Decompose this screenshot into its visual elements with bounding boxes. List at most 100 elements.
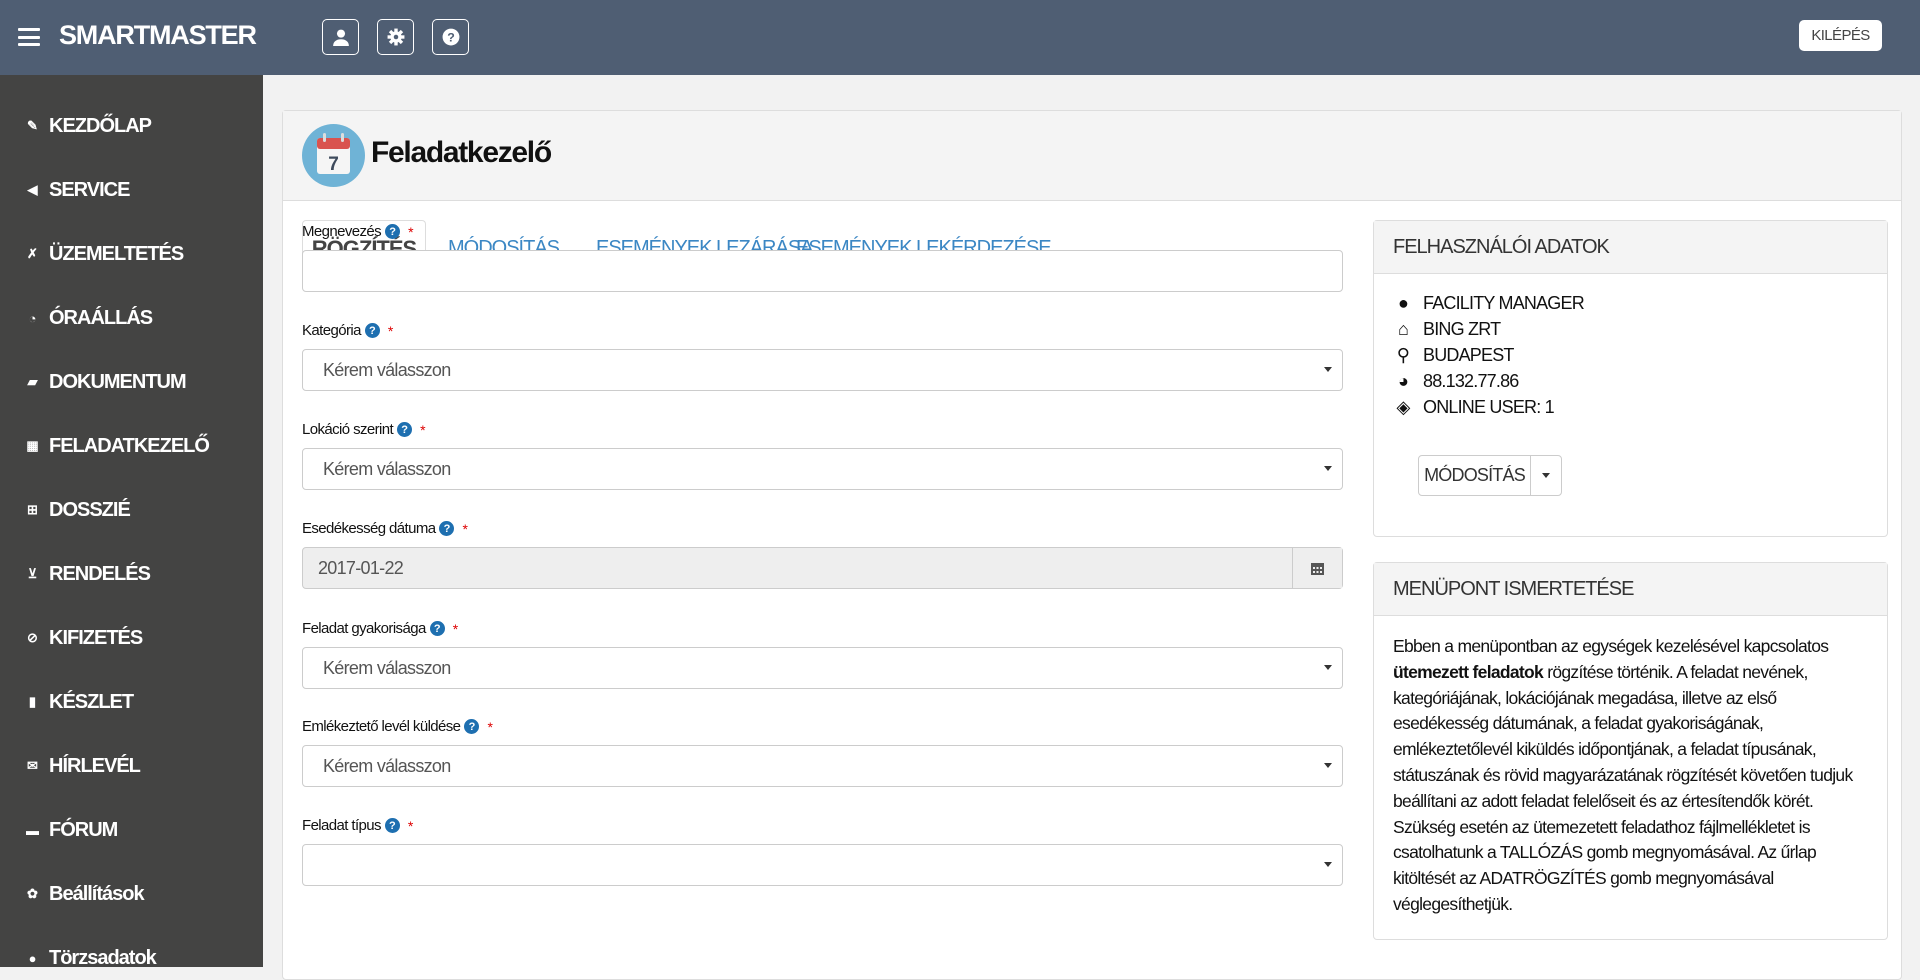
map-marker-icon: ⚲ xyxy=(1396,345,1410,365)
sidebar-item-7[interactable]: ⊻ RENDELÉS xyxy=(24,559,151,589)
caret-down-icon xyxy=(1324,665,1332,670)
sidebar-item-2[interactable]: ✗ ÜZEMELTETÉS xyxy=(24,239,184,269)
field-label: Esedékesség dátuma? * xyxy=(302,520,468,537)
user-info-item: ◕ 88.132.77.86 xyxy=(1393,371,1519,392)
required-marker: * xyxy=(408,223,413,240)
label-text: Feladat típus xyxy=(302,817,382,834)
select-field[interactable]: Kérem válasszon xyxy=(302,745,1343,787)
label-text: Lokáció szerint xyxy=(302,421,394,438)
help-icon[interactable]: ? xyxy=(364,323,380,338)
modify-button[interactable]: MÓDOSÍTÁS xyxy=(1419,456,1531,495)
sidebar-item-1[interactable]: ◀ SERVICE xyxy=(24,175,131,205)
help-icon[interactable]: ? xyxy=(397,422,413,437)
sidebar-item-9[interactable]: ▮ KÉSZLET xyxy=(24,687,134,717)
select-field[interactable]: Kérem válasszon xyxy=(302,349,1343,391)
selected-value: Kérem válasszon xyxy=(323,458,451,479)
select-field[interactable]: Kérem válasszon xyxy=(302,647,1343,689)
sidebar-item-label: Törzsadatok xyxy=(49,946,157,968)
scrollbar[interactable] xyxy=(1904,75,1920,967)
help-button[interactable]: ? xyxy=(432,19,469,55)
sidebar-item-13[interactable]: ● Törzsadatok xyxy=(24,943,157,968)
name-input[interactable] xyxy=(302,250,1343,292)
calendar-picker-button[interactable] xyxy=(1292,548,1342,588)
help-icon[interactable]: ? xyxy=(464,719,480,734)
help-icon[interactable]: ? xyxy=(439,521,455,536)
brand-logo[interactable]: SMARTMASTER xyxy=(59,20,257,50)
user-info-item: ● FACILITY MANAGER xyxy=(1393,293,1585,314)
globe-icon: ◕ xyxy=(1397,371,1409,391)
sidebar-item-label: SERVICE xyxy=(49,178,130,201)
sidebar-item-5[interactable]: ▦ FELADATKEZELŐ xyxy=(24,431,210,461)
select-field[interactable] xyxy=(302,844,1343,886)
sidebar-item-12[interactable]: ✿ Beállítások xyxy=(24,879,145,909)
info-text: 88.132.77.86 xyxy=(1423,371,1519,391)
sidebar: ✎ KEZDŐLAP ◀ SERVICE ✗ ÜZEMELTETÉS ◔ ÓRAÁLLÁS ▰ D… xyxy=(0,75,263,967)
calendar-icon: ▦ xyxy=(26,438,38,453)
sidebar-item-label: RENDELÉS xyxy=(49,562,151,585)
megaphone-icon: ◀ xyxy=(27,182,38,197)
caret-down-icon xyxy=(1324,466,1332,471)
date-value: 2017-01-22 xyxy=(318,557,404,578)
sidebar-item-label: Beállítások xyxy=(49,882,145,905)
edit-icon: ✎ xyxy=(27,118,38,133)
field-label: Kategória? * xyxy=(302,322,393,339)
sidebar-item-label: HÍRLEVÉL xyxy=(49,754,141,777)
caret-down-icon xyxy=(1324,862,1332,867)
select-field[interactable]: Kérem válasszon xyxy=(302,448,1343,490)
calendar-icon: 7 xyxy=(302,124,365,187)
sidebar-item-label: FELADATKEZELŐ xyxy=(49,434,210,457)
sidebar-item-label: ÜZEMELTETÉS xyxy=(49,242,184,265)
help-icon[interactable]: ? xyxy=(384,818,400,833)
selected-value: Kérem válasszon xyxy=(323,755,451,776)
help-icon[interactable]: ? xyxy=(385,224,401,239)
panel-title: FELHASZNÁLÓI ADATOK xyxy=(1374,221,1887,274)
profile-button[interactable] xyxy=(322,19,359,55)
sidebar-item-6[interactable]: ⊞ DOSSZIÉ xyxy=(24,495,131,525)
menu-description-panel: MENÜPONT ISMERTETÉSE Ebben a menüpontban… xyxy=(1373,562,1888,940)
user-icon: ● xyxy=(1397,293,1409,313)
gear-icon xyxy=(387,28,404,46)
info-text: FACILITY MANAGER xyxy=(1423,293,1585,313)
help-icon[interactable]: ? xyxy=(429,621,445,636)
selected-value: Kérem válasszon xyxy=(323,359,451,380)
settings-button[interactable] xyxy=(377,19,414,55)
sidebar-item-label: DOKUMENTUM xyxy=(49,370,187,393)
gear-icon: ✿ xyxy=(27,886,38,901)
sidebar-item-0[interactable]: ✎ KEZDŐLAP xyxy=(24,111,152,141)
sidebar-item-label: ÓRAÁLLÁS xyxy=(49,306,153,329)
field-label: Emlékeztető levél küldése? * xyxy=(302,718,493,735)
selected-value: Kérem válasszon xyxy=(323,657,451,678)
label-text: Esedékesség dátuma xyxy=(302,520,436,537)
bar-chart-icon: ▮ xyxy=(28,694,36,709)
sidebar-item-4[interactable]: ▰ DOKUMENTUM xyxy=(24,367,187,397)
due-date-input[interactable]: 2017-01-22 xyxy=(302,547,1343,589)
sidebar-item-label: DOSSZIÉ xyxy=(49,498,131,521)
check-circle-icon: ⊘ xyxy=(27,630,38,645)
comment-icon: ▬ xyxy=(26,822,39,838)
field-label: Lokáció szerint? * xyxy=(302,421,426,438)
user-icon: ● xyxy=(28,950,37,966)
grid-icon: ⊞ xyxy=(27,502,38,517)
required-marker: * xyxy=(487,718,493,735)
required-marker: * xyxy=(462,520,468,537)
required-marker: * xyxy=(420,421,425,438)
logout-button[interactable]: KILÉPÉS xyxy=(1799,20,1882,51)
field-label: Feladat típus? * xyxy=(302,817,413,834)
sidebar-item-3[interactable]: ◔ ÓRAÁLLÁS xyxy=(24,303,154,333)
help-icon: ? xyxy=(442,28,459,46)
required-marker: * xyxy=(407,817,413,834)
caret-down-icon xyxy=(1324,367,1332,372)
hamburger-menu-icon[interactable] xyxy=(18,28,40,46)
sidebar-item-label: FÓRUM xyxy=(49,818,118,841)
user-info-item: ◈ ONLINE USER: 1 xyxy=(1393,397,1554,418)
sidebar-item-11[interactable]: ▬ FÓRUM xyxy=(24,815,118,845)
modify-split-button: MÓDOSÍTÁS xyxy=(1418,455,1562,496)
dropdown-toggle[interactable] xyxy=(1531,456,1561,495)
sidebar-item-8[interactable]: ⊘ KIFIZETÉS xyxy=(24,623,143,653)
user-info-item: ⚲ BUDAPEST xyxy=(1393,345,1515,366)
sidebar-item-10[interactable]: ✉ HÍRLEVÉL xyxy=(24,751,141,781)
sidebar-item-label: KIFIZETÉS xyxy=(49,626,143,649)
page-header: 7 Feladatkezelő xyxy=(283,111,1901,201)
tags-icon: ◈ xyxy=(1396,397,1410,417)
field-label: Feladat gyakorisága? * xyxy=(302,620,458,637)
